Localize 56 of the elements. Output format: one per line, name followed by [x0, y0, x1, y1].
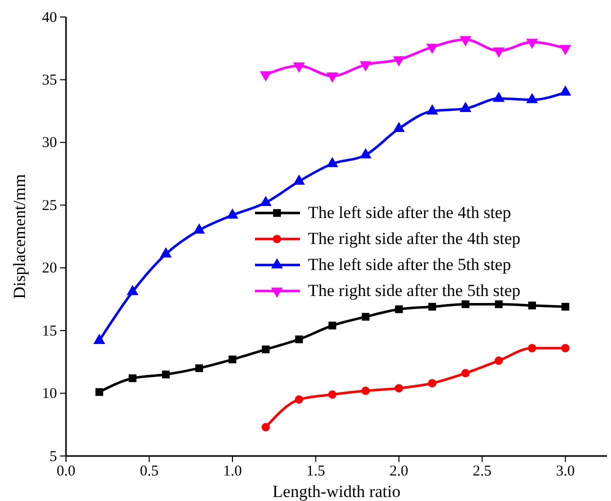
y-tick-label: 40 [42, 10, 57, 26]
point [328, 390, 337, 399]
y-tick-label: 15 [42, 323, 57, 340]
x-tick-label: 2.0 [390, 464, 408, 480]
x-axis-title: Length-width ratio [272, 482, 400, 501]
point [428, 302, 436, 311]
point [360, 61, 372, 72]
legend-label: The left side after the 5th step [308, 255, 511, 274]
point [561, 344, 570, 352]
point [393, 56, 405, 66]
x-tick-label: 0.5 [140, 464, 159, 480]
point [326, 72, 338, 83]
point [426, 44, 438, 54]
point [228, 356, 236, 364]
point [262, 422, 270, 432]
point [394, 384, 404, 392]
point [560, 44, 572, 56]
y-tick-label: 30 [42, 135, 57, 152]
point [494, 300, 503, 308]
point [260, 71, 272, 82]
point [195, 364, 204, 372]
point [461, 369, 470, 378]
point [460, 36, 472, 46]
point [526, 38, 538, 49]
point [162, 370, 170, 378]
point [362, 312, 370, 321]
x-tick-label: 1.0 [223, 464, 242, 480]
y-tick-label: 5 [50, 448, 57, 465]
point [528, 302, 536, 310]
x-tick-label: 1.5 [306, 464, 326, 480]
point [562, 302, 570, 311]
point [395, 305, 403, 314]
y-tick-label: 10 [42, 386, 57, 402]
point [462, 300, 470, 308]
point [128, 374, 136, 382]
y-tick-label: 35 [42, 72, 57, 89]
x-tick-label: 0.0 [56, 464, 76, 480]
point [494, 356, 503, 365]
y-tick-label: 20 [42, 260, 57, 277]
legend-label: The right side after the 5th step [308, 281, 520, 300]
y-tick-label: 25 [42, 198, 57, 214]
point [328, 322, 336, 330]
point [293, 62, 305, 73]
point [492, 47, 505, 58]
y-axis-title: Displacement/mm [10, 174, 29, 299]
legend-label: The left side after the 4th step [308, 203, 511, 222]
point [262, 346, 270, 354]
point [528, 344, 536, 352]
legend-label: The right side after the 4th step [308, 229, 520, 248]
point [294, 395, 304, 404]
x-tick-label: 2.5 [472, 464, 492, 480]
x-tick-label: 3.0 [556, 464, 575, 480]
point [428, 379, 436, 388]
point [95, 388, 104, 396]
point [361, 386, 370, 395]
point [295, 335, 303, 344]
